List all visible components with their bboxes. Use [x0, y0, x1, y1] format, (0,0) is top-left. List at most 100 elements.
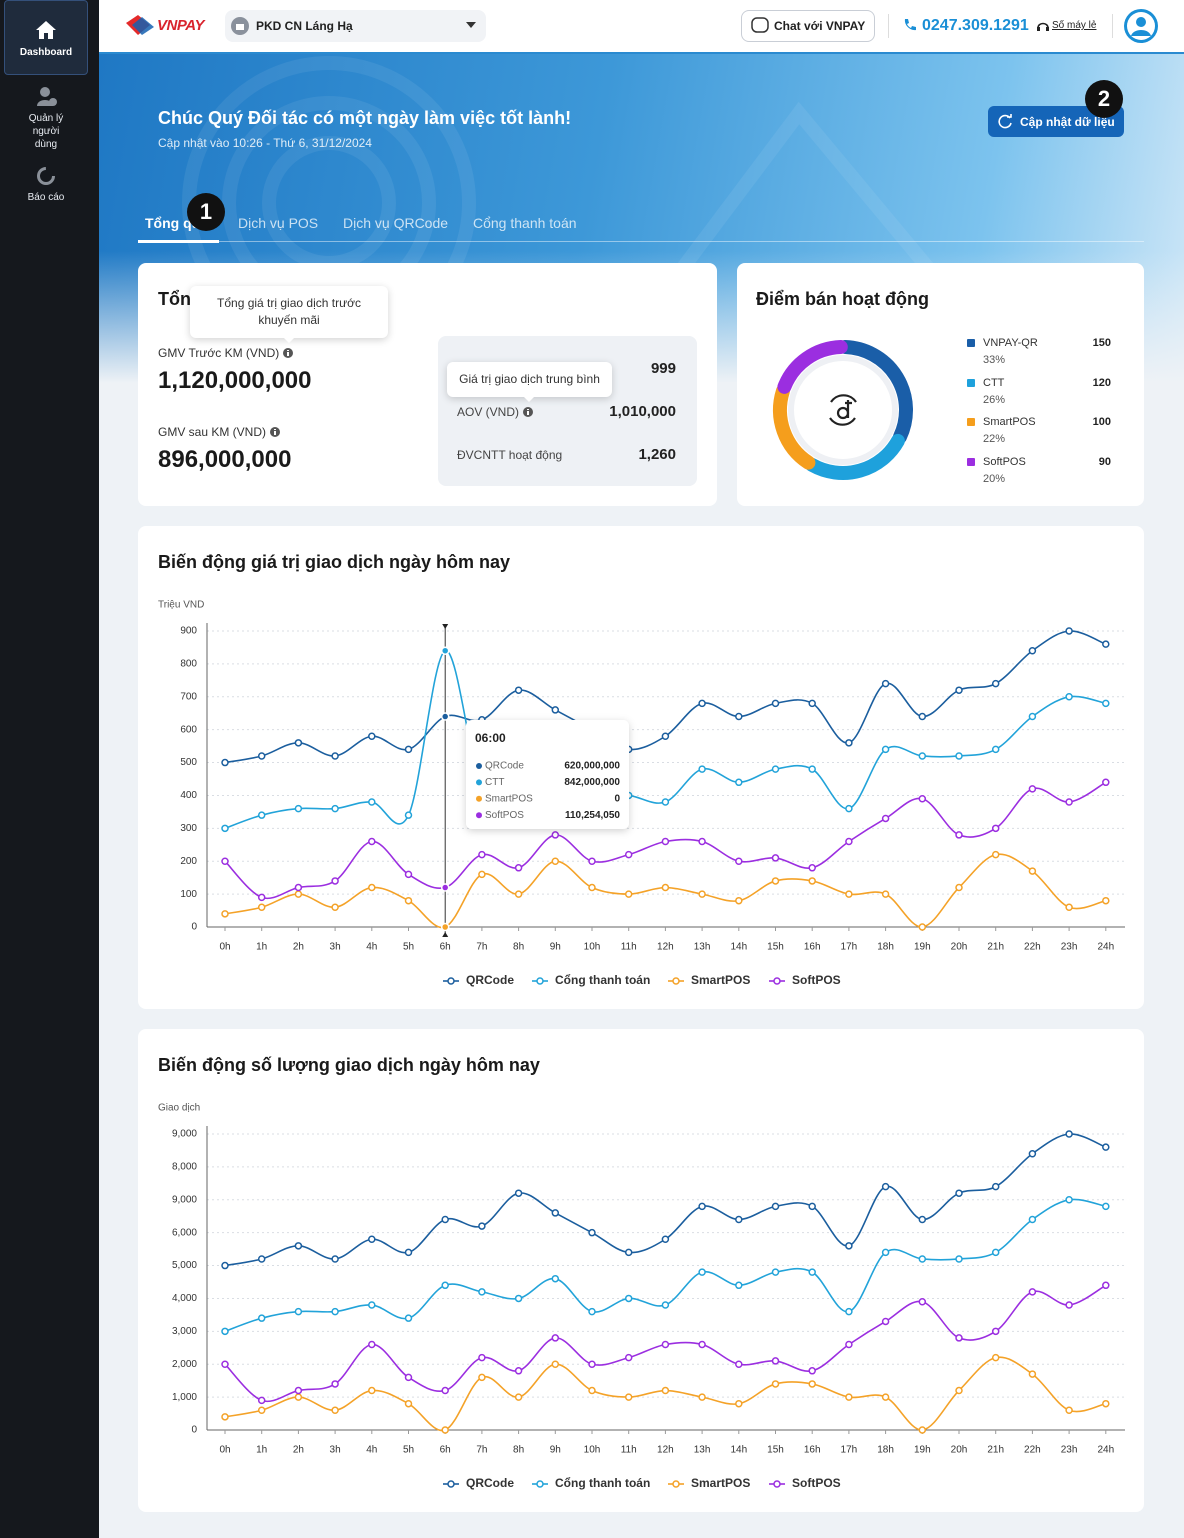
info-icon[interactable] [270, 427, 281, 437]
x-tick-label: 22h [1024, 1445, 1041, 1456]
donut-segment [773, 383, 816, 470]
data-point [514, 1189, 523, 1197]
donut-icon [829, 394, 857, 426]
data-point [1102, 640, 1110, 648]
tooltip-dot [476, 763, 482, 769]
data-point [1028, 867, 1037, 875]
x-tick-label: 7h [476, 942, 487, 953]
data-point [221, 857, 229, 865]
avatar[interactable] [1124, 9, 1158, 43]
data-point [588, 1386, 596, 1395]
branch-name[interactable]: PKD CN Láng Hạ [256, 19, 353, 33]
data-point [257, 893, 266, 902]
legend-marker [447, 977, 455, 985]
sidebar-item[interactable]: Dashboard [19, 47, 73, 58]
info-icon[interactable] [283, 348, 294, 358]
badge-label: 2 [1098, 86, 1110, 111]
legend-label: SmartPOS [691, 1476, 750, 1490]
metric-label-text: GMV Trước KM (VND) [158, 346, 280, 360]
extension-link[interactable]: Số máy lẻ [1052, 20, 1097, 31]
x-tick-label: 15h [767, 942, 784, 953]
legend-label: Cổng thanh toán [555, 1476, 650, 1490]
data-point [845, 804, 853, 813]
stats-box [438, 336, 697, 486]
donut-segment [805, 433, 905, 480]
legend-marker [672, 977, 680, 985]
data-point [1102, 699, 1110, 708]
x-tick-label: 13h [694, 942, 711, 953]
metric-label: GMV Trước KM (VND) [158, 346, 294, 360]
data-point [771, 1202, 780, 1211]
refresh-label[interactable]: Cập nhật dữ liệu [1020, 115, 1115, 129]
data-point [735, 1399, 743, 1408]
tab[interactable]: Cổng thanh toán [473, 215, 577, 231]
y-tick-label: 9,000 [172, 1129, 197, 1140]
x-tick-label: 14h [730, 942, 747, 953]
data-point [1028, 646, 1037, 655]
chart-title: Biến động giá trị giao dịch ngày hôm nay [158, 552, 510, 572]
y-tick-label: 3,000 [172, 1326, 197, 1337]
data-point [991, 745, 1000, 754]
data-point [551, 706, 560, 714]
sidebar-item[interactable]: Quản lý người dùng [28, 113, 64, 150]
tooltip-dot [476, 812, 482, 819]
data-point [404, 1399, 413, 1408]
y-tick-label: 900 [180, 626, 197, 637]
tab[interactable]: Dịch vụ QRCode [343, 215, 449, 231]
stat-label-text: AOV (VND) [457, 405, 520, 419]
hotline[interactable]: 0247.309.1291 [922, 17, 1029, 34]
data-point [845, 1393, 853, 1401]
data-point [991, 850, 1000, 859]
data-point [514, 1393, 523, 1401]
data-point [1065, 903, 1073, 912]
tooltip-value: 620,000,000 [564, 761, 620, 772]
data-point [955, 831, 963, 839]
x-tick-label: 20h [951, 942, 968, 953]
legend-marker [672, 1480, 680, 1488]
data-point [918, 1297, 927, 1306]
branch-select[interactable] [225, 10, 486, 42]
data-point [771, 1357, 780, 1365]
data-point [551, 1274, 560, 1283]
data-point [551, 1334, 560, 1342]
y-tick-label: 8,000 [172, 1162, 197, 1173]
tab[interactable]: Dịch vụ POS [238, 215, 319, 231]
data-point [368, 732, 376, 740]
data-point [845, 1307, 853, 1316]
data-point [1065, 1406, 1073, 1415]
data-point [771, 765, 780, 773]
legend-name: CTT [983, 377, 1005, 389]
tooltip-box [466, 720, 629, 829]
tooltip-dot [476, 795, 482, 802]
tooltip: Tổng giá trị giao dịch trước khuyến mãi [190, 286, 388, 338]
legend-marker [447, 1480, 455, 1488]
data-point [808, 1268, 816, 1276]
data-point [845, 1242, 853, 1250]
data-point [221, 1261, 229, 1270]
data-point [661, 837, 670, 846]
data-point [1028, 1149, 1037, 1158]
data-point [1102, 1399, 1110, 1408]
data-point [624, 1294, 633, 1303]
legend-swatch [967, 418, 975, 426]
data-point [991, 679, 1000, 688]
chat-label[interactable]: Chat với VNPAY [774, 19, 866, 33]
data-point [661, 1386, 670, 1395]
data-point [478, 1288, 486, 1296]
data-point [294, 883, 303, 892]
data-point [735, 857, 743, 865]
x-tick-label: 10h [584, 942, 601, 953]
data-point [588, 883, 596, 892]
x-tick-label: 6h [440, 1445, 451, 1456]
data-point [845, 837, 853, 846]
data-point [440, 922, 450, 932]
y-tick-label: 700 [180, 691, 197, 702]
data-point [368, 1386, 376, 1395]
sidebar-item[interactable]: Báo cáo [27, 192, 65, 203]
chat-button[interactable] [741, 10, 875, 42]
y-axis-label: Giao dịch [158, 1103, 200, 1114]
data-point [918, 1215, 927, 1224]
tooltip: Giá trị giao dịch trung bình [447, 362, 612, 397]
info-icon[interactable] [523, 407, 534, 417]
